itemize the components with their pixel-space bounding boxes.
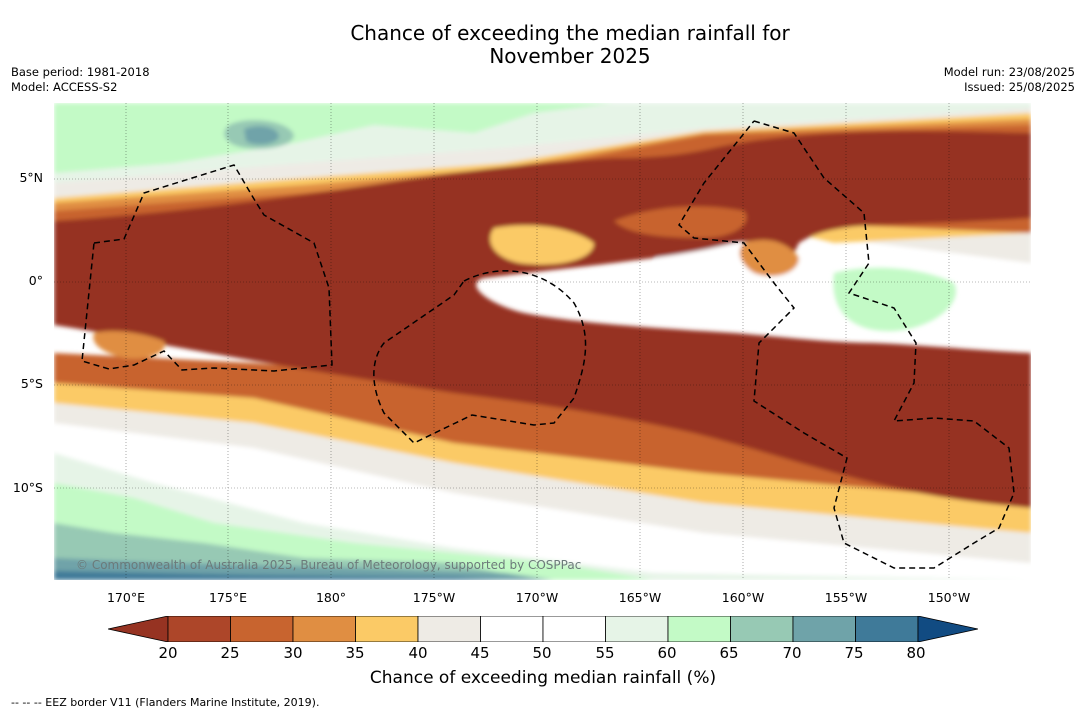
issued-text: Issued: 25/08/2025 [964, 80, 1075, 94]
colorbar-tick-80: 80 [906, 644, 926, 662]
lon-label-160w: 160°W [721, 590, 765, 605]
colorbar-segment [792, 616, 856, 642]
colorbar-segment [480, 616, 544, 642]
colorbar-tick-75: 75 [844, 644, 864, 662]
colorbar-label: Chance of exceeding median rainfall (%) [369, 668, 717, 688]
colorbar-tick-65: 65 [719, 644, 739, 662]
colorbar-segment [605, 616, 669, 642]
eez-border-kiribati-phoenix [373, 270, 587, 444]
eez-borders [81, 120, 1015, 569]
title-line-2: November 2025 [489, 44, 651, 68]
region-teal-north [244, 126, 279, 145]
base-period-text: Base period: 1981-2018 [11, 65, 150, 79]
region-green-east-pocket [833, 267, 956, 332]
colorbar-extend-low [108, 616, 169, 642]
lon-label-170w: 170°W [515, 590, 559, 605]
eez-border-kiribati-gilberts [81, 164, 333, 372]
rainfall-map [54, 103, 1031, 580]
region-green-north [54, 103, 614, 173]
lon-label-180: 180° [315, 590, 347, 605]
region-deep-teal-south [54, 571, 504, 580]
colorbar-segment [855, 616, 919, 642]
model-text: Model: ACCESS-S2 [11, 80, 118, 94]
lon-label-170e: 170°E [106, 590, 145, 605]
region-yellow-west [490, 225, 594, 265]
colorbar-segment [230, 616, 294, 642]
map-title: Chance of exceeding the median rainfall … [0, 22, 1085, 68]
colorbar-segment [355, 616, 419, 642]
colorbar-tick-35: 35 [345, 644, 365, 662]
colorbar-tick-45: 45 [470, 644, 490, 662]
model-run-text: Model run: 23/08/2025 [943, 65, 1075, 79]
region-orange-west [93, 330, 165, 359]
lon-label-165w: 165°W [618, 590, 662, 605]
eez-legend-note: -- -- -- EEZ border V11 (Flanders Marine… [11, 696, 320, 709]
eez-border-kiribati-line [678, 120, 1015, 569]
colorbar-extend-high [917, 616, 978, 642]
region-mid-orange-east [614, 206, 747, 238]
lon-label-155w: 155°W [824, 590, 868, 605]
colorbar-tick-40: 40 [408, 644, 428, 662]
info-left: Base period: 1981-2018 Model: ACCESS-S2 [11, 65, 150, 95]
colorbar-segment [667, 616, 731, 642]
info-right: Model run: 23/08/2025 Issued: 25/08/2025 [944, 65, 1075, 95]
lat-label-5n: 5°N [19, 170, 43, 185]
title-line-1: Chance of exceeding the median rainfall … [350, 21, 790, 45]
rainfall-probability-fields [54, 103, 1031, 580]
region-yellow-south [54, 383, 1031, 533]
colorbar-segment [292, 616, 356, 642]
colorbar-tick-70: 70 [782, 644, 802, 662]
graticule [54, 103, 1031, 580]
lat-label-0: 0° [28, 273, 43, 288]
lon-label-175e: 175°E [208, 590, 247, 605]
lon-label-175w: 175°W [412, 590, 456, 605]
colorbar-tick-50: 50 [532, 644, 552, 662]
colorbar-tick-20: 20 [158, 644, 178, 662]
colorbar [108, 616, 978, 642]
lat-label-10s: 10°S [12, 480, 43, 495]
colorbar-tick-55: 55 [595, 644, 615, 662]
colorbar-segment [417, 616, 481, 642]
colorbar-tick-60: 60 [657, 644, 677, 662]
lat-label-5s: 5°S [20, 376, 43, 391]
region-orange-east [739, 239, 799, 277]
colorbar-segment [167, 616, 231, 642]
colorbar-tick-25: 25 [220, 644, 240, 662]
lon-label-150w: 150°W [927, 590, 971, 605]
region-very-dry-core [54, 131, 1031, 508]
colorbar-segment [730, 616, 794, 642]
colorbar-segment [542, 616, 606, 642]
map-copyright: © Commonwealth of Australia 2025, Bureau… [76, 558, 582, 572]
colorbar-tick-30: 30 [283, 644, 303, 662]
region-cream-south [54, 403, 1031, 580]
